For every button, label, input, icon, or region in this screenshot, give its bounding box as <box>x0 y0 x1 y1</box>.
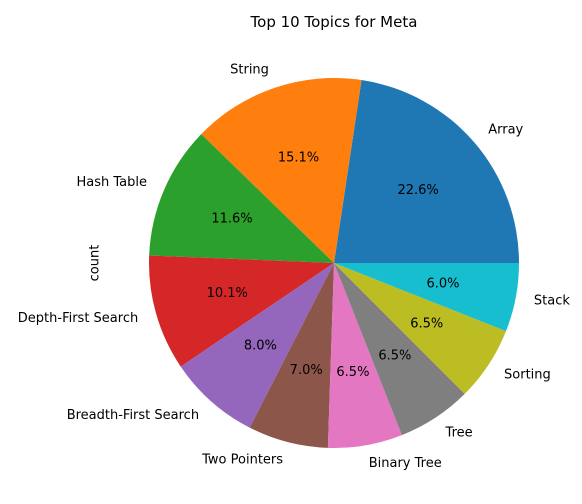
category-label-tree: Tree <box>445 426 473 441</box>
category-label-binary-tree: Binary Tree <box>369 456 442 471</box>
percent-label-stack: 6.0% <box>427 276 460 291</box>
percent-label-sorting: 6.5% <box>410 316 443 331</box>
category-label-stack: Stack <box>534 294 570 309</box>
category-label-breadth-first-search: Breadth-First Search <box>67 408 199 423</box>
category-label-hash-table: Hash Table <box>77 175 148 190</box>
percent-label-string: 15.1% <box>278 150 319 165</box>
percent-label-two-pointers: 7.0% <box>290 363 323 378</box>
pie-slice-depth-first-search <box>148 255 334 367</box>
category-label-string: String <box>230 63 269 78</box>
percent-label-depth-first-search: 10.1% <box>207 286 248 301</box>
category-label-depth-first-search: Depth-First Search <box>18 311 138 326</box>
pie-slices <box>148 78 519 449</box>
pie-slice-breadth-first-search <box>180 263 334 428</box>
percent-label-array: 22.6% <box>397 183 438 198</box>
percent-label-tree: 6.5% <box>378 348 411 363</box>
percent-label-binary-tree: 6.5% <box>336 365 369 380</box>
category-label-two-pointers: Two Pointers <box>201 453 283 468</box>
pie-slice-string <box>201 78 362 263</box>
pie-slice-hash-table <box>149 134 334 263</box>
y-axis-label: count <box>88 245 103 282</box>
pie-slice-stack <box>334 263 519 332</box>
category-labels: Array String Hash Table Depth-First Search B… <box>18 63 571 471</box>
category-label-sorting: Sorting <box>504 367 551 382</box>
percent-label-breadth-first-search: 8.0% <box>244 339 277 354</box>
pie-slice-binary-tree <box>327 263 402 449</box>
pie-slice-sorting <box>334 263 506 394</box>
pie-slice-tree <box>334 263 465 436</box>
chart-title: Top 10 Topics for Meta <box>250 13 418 31</box>
pie-slice-two-pointers <box>249 263 334 448</box>
category-label-array: Array <box>488 123 523 138</box>
pie-slice-array <box>334 80 519 263</box>
percent-label-hash-table: 11.6% <box>211 212 252 227</box>
percent-labels: 22.6% 15.1% 11.6% 10.1% 8.0% 7.0% 6.5% 6.5% 6.5%… <box>207 150 460 380</box>
